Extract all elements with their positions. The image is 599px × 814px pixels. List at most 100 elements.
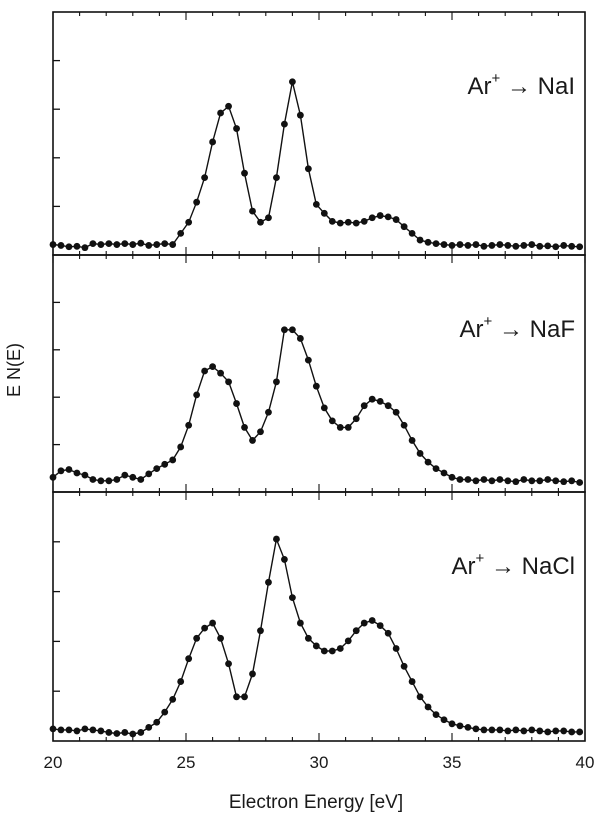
data-point (464, 723, 472, 731)
data-point (400, 662, 408, 670)
x-tick-label: 20 (44, 753, 63, 772)
panel-3: Ar+ → NaCl (49, 491, 586, 742)
data-point (57, 726, 65, 734)
data-point (496, 476, 504, 483)
data-point (528, 726, 536, 734)
data-point (576, 728, 584, 736)
label-superscript: + (484, 313, 493, 330)
label-prefix: Ar (468, 73, 492, 100)
data-point (65, 726, 73, 734)
data-point (169, 456, 177, 464)
data-point (233, 125, 240, 132)
data-point (568, 242, 576, 250)
data-point (145, 470, 153, 478)
data-point (241, 169, 248, 177)
data-point (145, 723, 153, 731)
data-point (496, 241, 504, 248)
data-point (448, 242, 456, 249)
data-point (161, 460, 169, 468)
data-point (225, 660, 232, 668)
data-point (89, 240, 97, 248)
data-point (376, 397, 384, 405)
data-point (384, 402, 392, 410)
data-point (281, 556, 288, 563)
data-point (225, 378, 232, 386)
data-point (512, 478, 520, 486)
data-point (185, 421, 193, 429)
data-point (464, 476, 472, 483)
data-point (121, 471, 129, 479)
data-point (352, 219, 360, 227)
data-point (528, 477, 536, 485)
data-point (97, 477, 105, 485)
data-point (544, 242, 552, 250)
data-point (432, 711, 440, 719)
label-prefix: Ar (460, 316, 484, 343)
data-point (209, 138, 217, 146)
data-point (145, 242, 153, 249)
data-point (448, 720, 456, 728)
data-point (185, 218, 193, 226)
data-point (504, 242, 512, 249)
data-point (249, 207, 256, 215)
data-point (328, 417, 336, 425)
data-point (544, 728, 552, 736)
data-point (440, 241, 448, 248)
data-point (424, 238, 432, 246)
data-point (408, 229, 416, 237)
data-point (536, 727, 544, 735)
data-point (520, 727, 528, 735)
panel-label: Ar+ → NaI (468, 70, 575, 100)
data-point (209, 363, 217, 371)
label-superscript: + (492, 70, 501, 87)
data-point (209, 619, 217, 627)
data-point (456, 722, 464, 730)
panel-frame (52, 491, 586, 742)
data-point (408, 678, 416, 685)
data-point (296, 335, 304, 342)
data-point (488, 726, 496, 734)
data-point (273, 378, 280, 386)
data-point (81, 725, 89, 733)
data-point (440, 716, 448, 724)
data-point (552, 477, 560, 485)
data-point (129, 473, 137, 481)
panel-frame (52, 11, 586, 256)
data-point (456, 476, 464, 483)
data-point (432, 465, 440, 473)
data-point (496, 726, 504, 734)
x-tick-label: 35 (443, 753, 462, 772)
data-point (480, 242, 488, 250)
data-point (512, 242, 520, 250)
data-point (392, 216, 400, 223)
data-point (360, 402, 368, 410)
data-point (177, 229, 185, 237)
data-point (177, 678, 185, 685)
label-arrow: → (500, 73, 537, 100)
label-target: NaF (530, 316, 575, 343)
data-point (97, 241, 105, 248)
data-point (552, 243, 560, 251)
data-point (296, 619, 304, 627)
data-point (416, 450, 424, 457)
data-point (257, 428, 264, 436)
data-point (73, 242, 81, 250)
data-point (488, 477, 496, 485)
y-axis-label: E N(E) (4, 343, 24, 397)
data-point (504, 727, 512, 735)
data-point (480, 476, 488, 483)
data-point (344, 218, 352, 226)
data-point (432, 240, 440, 248)
data-point (257, 627, 264, 635)
data-point (504, 477, 512, 485)
data-point (289, 78, 296, 86)
data-point (169, 695, 177, 703)
data-point (560, 478, 568, 486)
data-point (464, 242, 472, 249)
data-point (249, 437, 256, 444)
label-target: NaI (538, 73, 575, 100)
data-point (336, 424, 344, 431)
data-point (97, 727, 105, 735)
data-point (113, 476, 121, 483)
